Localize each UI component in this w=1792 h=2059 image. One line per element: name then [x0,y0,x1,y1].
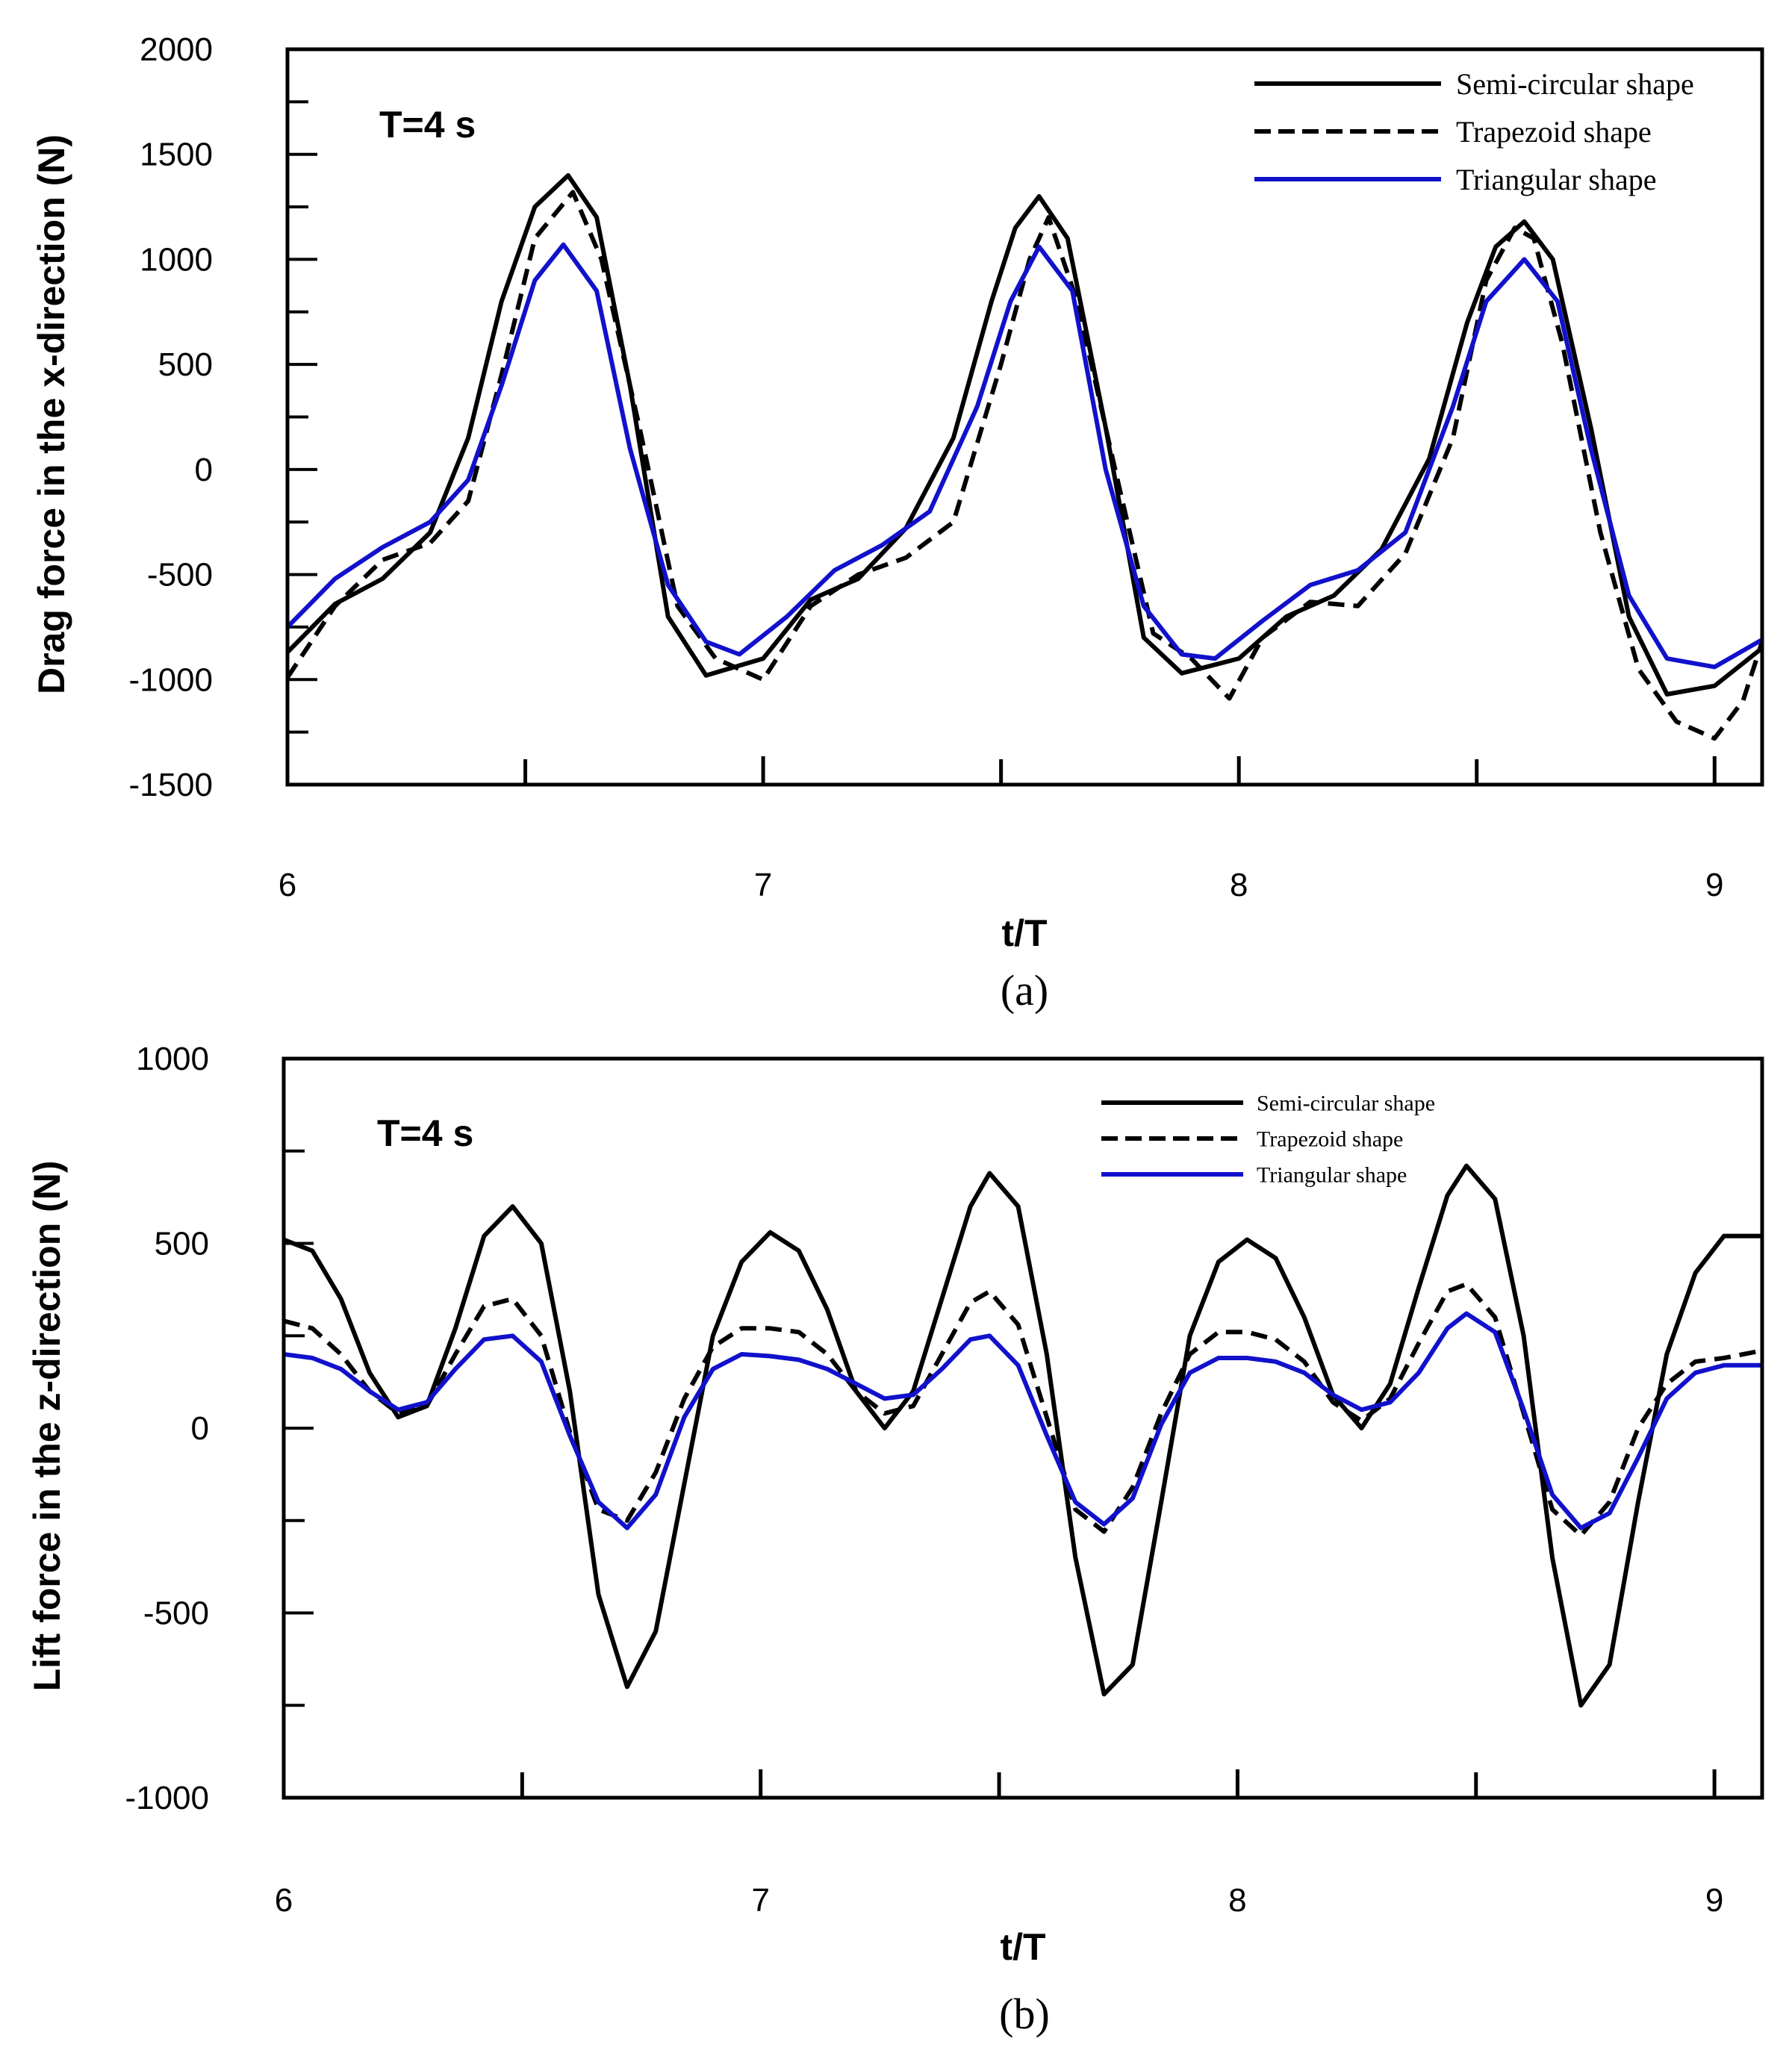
panel-b-annotation: T=4 s [377,1112,473,1154]
y-tick-label: 1000 [136,1041,209,1077]
legend-label: Semi-circular shape [1257,1091,1435,1116]
panel-a-caption: (a) [1001,966,1048,1015]
legend-label: Trapezoid shape [1456,115,1652,149]
panel-a-ticks [285,48,1717,786]
legend-label: Semi-circular shape [1456,67,1694,101]
panel-a-tick-labels: -1500 -1000 -500 0 500 1000 1500 2000 6 7 8 9 [128,31,1723,903]
panel-b-ticks [281,1057,1717,1799]
legend-label: Trapezoid shape [1257,1127,1403,1152]
series-triangular-shape-line [287,242,1762,670]
y-tick-label: 1000 [140,241,213,278]
panel-a-plot-frame [285,47,1764,787]
x-tick-label: 7 [754,867,772,903]
y-tick-label: 0 [191,1410,209,1447]
y-tick-label: -500 [147,557,213,594]
x-tick-label: 8 [1230,867,1248,903]
y-tick-label: 2000 [140,31,213,68]
panel-a-legend: Semi-circular shape Trapezoid shape Triang… [1254,67,1694,196]
panel-b-legend: Semi-circular shape Trapezoid shape Triang… [1101,1091,1435,1188]
y-tick-label: -1500 [128,767,213,803]
panel-b-series [284,1163,1762,1708]
y-tick-label: 0 [195,452,213,488]
panel-a-annotation: T=4 s [379,104,476,146]
x-tick-label: 7 [751,1882,769,1919]
x-tick-label: 9 [1705,867,1723,903]
x-tick-label: 8 [1228,1882,1246,1919]
panel-a-series [287,172,1762,741]
series-semi-circular-shape-line [287,172,1762,697]
y-tick-label: -500 [143,1595,209,1632]
y-tick-label: -1000 [125,1780,209,1816]
panel-b-y-axis-title: Lift force in the z-direction (N) [26,1160,68,1691]
x-tick-label: 6 [275,1882,293,1919]
legend-label: Triangular shape [1257,1163,1407,1188]
y-tick-label: 1500 [140,137,213,173]
series-triangular-shape-line [284,1311,1762,1530]
panel-a-x-axis-title: t/T [1001,912,1047,954]
panel-a-drag-force-chart: -1500 -1000 -500 0 500 1000 1500 2000 6 7 8 9 T=4 s… [31,31,1764,1015]
panel-b-plot-frame [281,1056,1764,1800]
legend-label: Triangular shape [1456,163,1656,196]
panel-b-x-axis-title: t/T [1000,1926,1045,1968]
panel-b-tick-labels: -1000 -500 0 500 1000 6 7 8 9 [125,1041,1723,1919]
x-tick-label: 9 [1705,1882,1723,1919]
y-tick-label: 500 [155,1226,209,1262]
panel-b-caption: (b) [999,1990,1050,2038]
x-tick-label: 6 [279,867,296,903]
y-tick-label: 500 [158,346,213,383]
y-tick-label: -1000 [128,661,213,698]
panel-b-lift-force-chart: -1000 -500 0 500 1000 6 7 8 9 T=4 s t/T Lift for… [26,1041,1764,2038]
panel-a-y-axis-title: Drag force in the x-direction (N) [31,134,72,694]
series-semi-circular-shape-line [284,1163,1762,1708]
series-trapezoid-shape-line [284,1282,1762,1538]
